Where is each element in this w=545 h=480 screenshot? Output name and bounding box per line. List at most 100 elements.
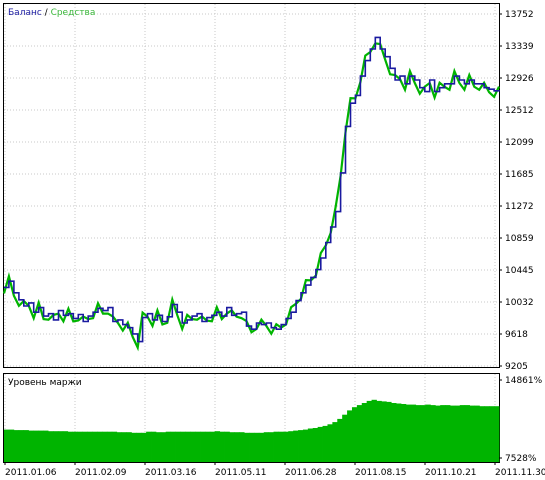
margin-bar [146,431,152,462]
main-plot-frame [3,3,500,368]
margin-bar [214,431,221,462]
margin-bar [420,405,426,462]
margin-bar [200,431,206,462]
margin-bar [347,410,353,462]
margin-bar [479,406,485,462]
margin-level-bars [4,399,500,462]
margin-bar [332,422,338,462]
margin-bar [234,432,240,462]
equity-line [2,42,500,352]
margin-bar [410,404,417,462]
x-tick-label: 2011.08.15 [355,468,407,478]
margin-bar [366,400,372,462]
margin-bar [204,431,211,462]
margin-bar [415,405,421,462]
x-tick-label: 2011.06.28 [285,468,337,478]
margin-bar [494,406,500,462]
margin-bar [126,432,132,462]
margin-bar [454,405,461,462]
margin-bar [43,430,49,462]
chart-legend: Баланс / Средства [8,8,95,18]
margin-bar [337,418,343,462]
margin-bar [116,432,123,462]
margin-bar [33,430,39,462]
margin-bar [136,432,142,462]
margin-bar [151,431,157,462]
legend-balance: Баланс [8,8,42,18]
margin-bar [155,432,162,462]
margin-bar [435,405,441,462]
y-tick-label: 10445 [505,266,534,276]
margin-bar [62,431,69,462]
margin-bar [67,431,74,462]
margin-bar [371,399,377,462]
margin-bar [351,407,358,462]
margin-bar [391,403,397,462]
margin-bar [57,431,64,462]
margin-bar [102,431,108,462]
margin-bar [253,432,260,462]
margin-y-tick-label: 14861% [505,376,543,386]
y-tick-label: 11272 [505,202,534,212]
margin-bar [440,405,446,462]
margin-bar [111,431,118,462]
margin-bar [381,401,387,462]
y-tick-label: 12099 [505,138,534,148]
margin-bar [356,405,363,462]
margin-bar [8,429,15,462]
margin-bar [23,430,29,462]
margin-bar [121,432,127,462]
margin-bar [317,426,323,462]
margin-bar [376,400,382,462]
margin-bar [302,429,309,462]
x-axis-ticks: 2011.01.06 2011.02.09 2011.03.16 2011.05.11… [4,462,545,478]
margin-bar [229,432,235,462]
margin-bar [263,432,270,462]
margin-bar [288,431,294,462]
margin-bar [219,431,225,462]
margin-bar [165,431,172,462]
margin-bar [489,406,495,462]
margin-bar [239,432,245,462]
x-tick-label: 2011.10.21 [425,468,477,478]
margin-bar [405,404,412,462]
margin-bar [18,430,24,462]
y-tick-label: 12512 [505,106,534,116]
margin-bar [141,432,147,462]
margin-bar [92,431,98,462]
margin-bar [175,431,181,462]
margin-bar [77,431,83,462]
y-tick-label: 10032 [505,298,534,308]
y-tick-label: 12926 [505,74,534,84]
margin-bar [170,431,176,462]
margin-bar [38,430,44,462]
x-tick-label: 2011.05.11 [215,468,267,478]
margin-bar [160,432,167,462]
margin-bar [273,431,279,462]
margin-bar [307,428,314,462]
margin-bar [268,432,274,462]
legend-separator: / [42,8,51,18]
margin-bar [131,432,137,462]
margin-bar [48,431,54,462]
margin-bar [400,404,407,462]
margin-y-axis-ticks: 14861% 7528% [499,376,543,464]
margin-bar [4,429,10,462]
margin-bar [342,414,348,462]
margin-bar [484,406,490,462]
margin-bar [224,431,230,462]
x-tick-label: 2011.11.30 [495,468,545,478]
x-tick-label: 2011.03.16 [145,468,197,478]
margin-bar [97,431,103,462]
margin-panel-label: Уровень маржи [8,378,82,388]
margin-bar [244,432,250,462]
margin-bar [185,431,191,462]
margin-bar [278,431,284,462]
margin-bar [445,405,451,462]
vertical-grid [4,4,496,462]
y-tick-label: 9205 [505,362,528,372]
margin-bar [449,405,456,462]
margin-bar [249,432,255,462]
margin-bar [106,431,113,462]
